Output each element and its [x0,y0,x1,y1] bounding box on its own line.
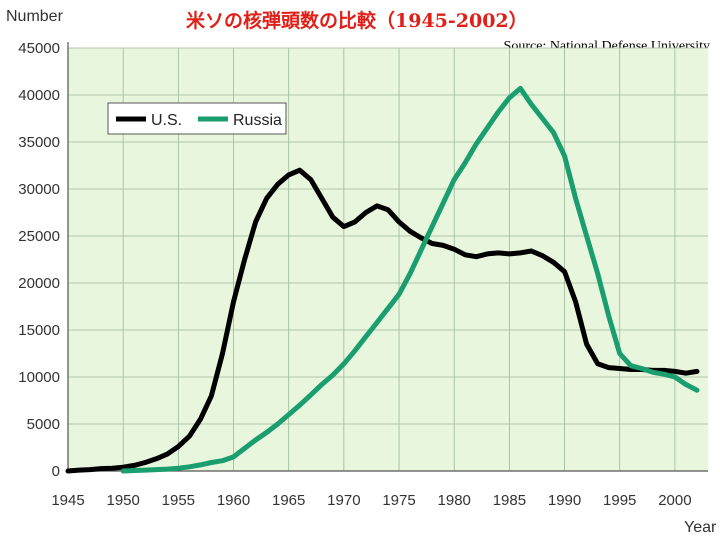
y-tick-label: 5000 [27,416,60,433]
y-tick-label: 0 [52,463,60,480]
x-tick-label: 1945 [51,492,84,509]
x-tick-label: 1995 [603,492,636,509]
y-tick-label: 40000 [18,87,60,104]
legend-item-us-label: U.S. [151,112,182,129]
x-tick-label: 2000 [658,492,691,509]
y-tick-label: 45000 [18,40,60,57]
legend-item-russia-label: Russia [233,112,282,129]
x-tick-label: 1975 [382,492,415,509]
x-axis-label: Year [684,519,717,536]
x-tick-label: 1950 [106,492,139,509]
series-line-us [65,167,700,474]
y-axis-label: Number [6,8,64,25]
y-tick-label: 15000 [18,322,60,339]
x-tick-label: 1955 [162,492,195,509]
x-tick-label: 1960 [217,492,250,509]
y-tick-label: 20000 [18,275,60,292]
y-tick-label: 25000 [18,228,60,245]
y-tick-label: 30000 [18,181,60,198]
chart-title: 米ソの核弾頭数の比較（1945-2002） [186,10,528,32]
x-tick-label: 1970 [327,492,360,509]
x-tick-label: 1965 [272,492,305,509]
x-tick-label: 1980 [438,492,471,509]
y-tick-label: 10000 [18,369,60,386]
x-tick-label: 1990 [548,492,581,509]
series-line-russia [120,85,700,474]
x-tick-label: 1985 [493,492,526,509]
y-tick-label: 35000 [18,134,60,151]
